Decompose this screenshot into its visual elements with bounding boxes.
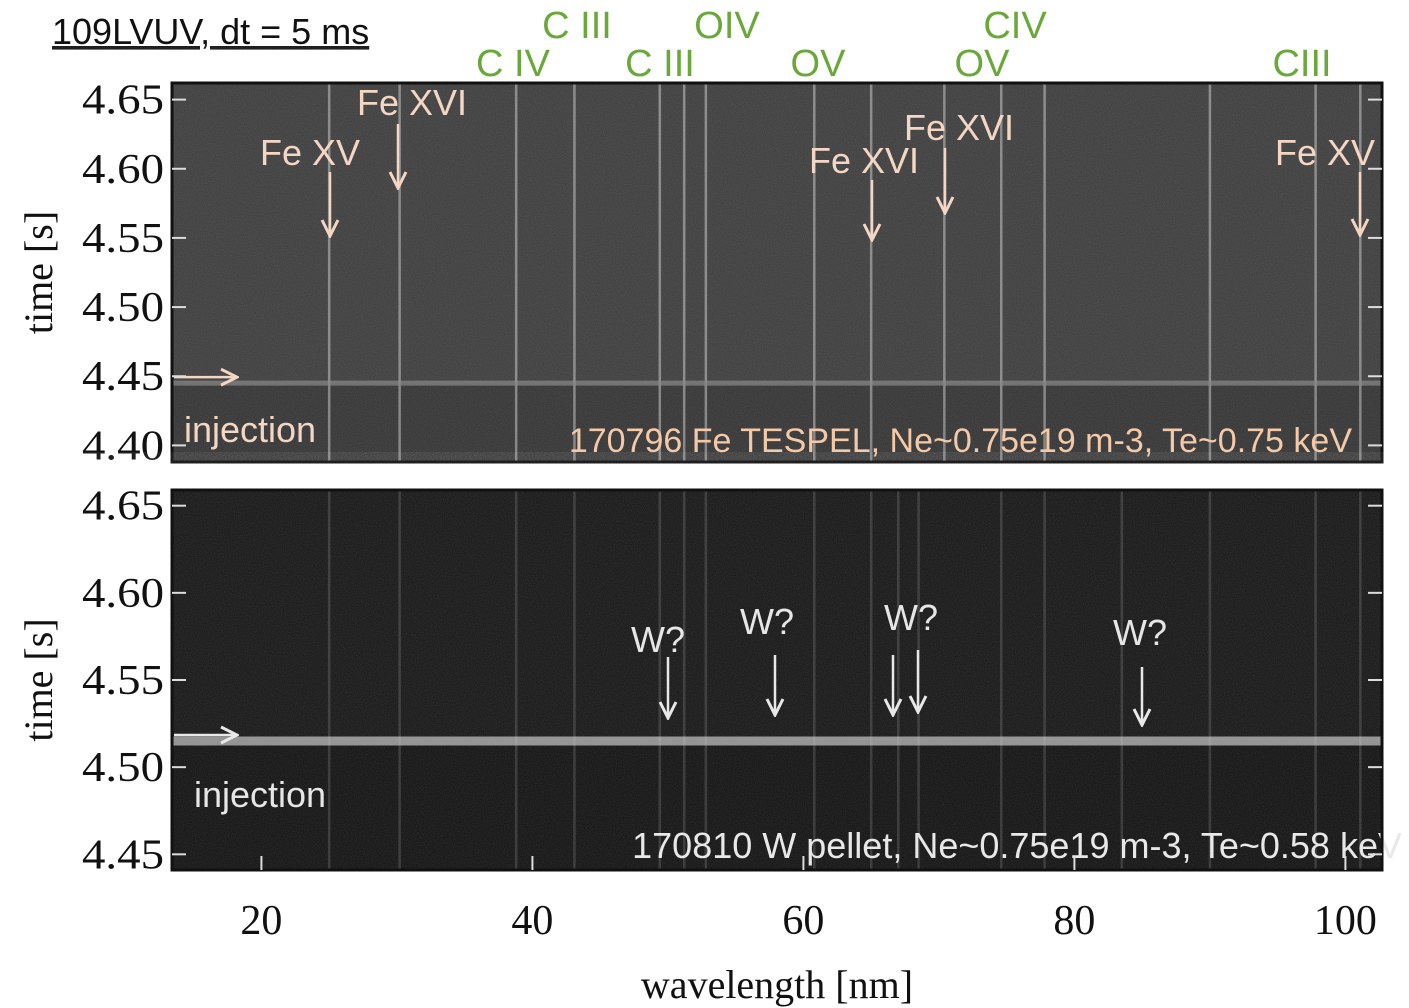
y-axis-label: time [s] xyxy=(16,618,61,741)
line-label: C III xyxy=(625,43,695,85)
panel: injection 170796 Fe TESPEL, Ne~0.75e19 m-… xyxy=(16,78,1384,469)
line-label: CIII xyxy=(1272,43,1331,85)
annotation: W? xyxy=(631,619,685,660)
header: 109LVUV, dt = 5 ms xyxy=(52,11,369,52)
panel-frame xyxy=(170,81,1384,464)
line-label: C IV xyxy=(476,43,551,85)
annotation: Fe XVI xyxy=(357,82,467,123)
x-axis-label: wavelength [nm] xyxy=(641,962,913,1007)
line-label: OV xyxy=(791,43,847,85)
x-tick-label: 80 xyxy=(1053,898,1095,944)
x-tick-label: 20 xyxy=(240,898,282,944)
annotation: Fe XV xyxy=(260,132,360,173)
y-tick-label: 4.60 xyxy=(82,147,164,193)
line-label: CIV xyxy=(983,5,1047,47)
annotation: W? xyxy=(740,601,794,642)
x-tick-label: 60 xyxy=(782,898,824,944)
panel: injection 170810 W pellet, Ne~0.75e19 m-3… xyxy=(16,484,1402,1007)
annotation: Fe XV xyxy=(1275,132,1375,173)
noise xyxy=(172,490,1382,870)
annotation: Fe XVI xyxy=(809,140,919,181)
line-label: C III xyxy=(542,5,612,47)
annotations: C IV C III C III OIV OV OV CIV CIII Fe X… xyxy=(260,5,1375,725)
y-axis-label: time [s] xyxy=(16,211,61,334)
annotation: W? xyxy=(884,597,938,638)
y-tick-label: 4.50 xyxy=(82,285,164,331)
annotation: Fe XVI xyxy=(904,107,1014,148)
y-tick-label: 4.65 xyxy=(82,78,164,124)
line-label: OV xyxy=(955,43,1011,85)
panel-caption: 170810 W pellet, Ne~0.75e19 m-3, Te~0.58… xyxy=(632,825,1402,866)
noise xyxy=(172,83,1382,462)
y-tick-label: 4.55 xyxy=(82,658,164,704)
x-tick-label: 100 xyxy=(1314,898,1377,944)
panel-caption: 170796 Fe TESPEL, Ne~0.75e19 m-3, Te~0.7… xyxy=(569,422,1352,460)
x-tick-label: 40 xyxy=(511,898,553,944)
y-tick-label: 4.60 xyxy=(82,571,164,617)
injection-label: injection xyxy=(194,774,326,815)
y-tick-label: 4.45 xyxy=(82,354,164,400)
y-tick-label: 4.40 xyxy=(82,423,164,469)
annotation: W? xyxy=(1113,612,1167,653)
line-label: OIV xyxy=(694,5,760,47)
y-tick-label: 4.45 xyxy=(82,832,164,878)
y-tick-label: 4.50 xyxy=(82,745,164,791)
injection-label: injection xyxy=(184,409,316,450)
y-tick-label: 4.55 xyxy=(82,216,164,262)
y-tick-label: 4.65 xyxy=(82,484,164,530)
